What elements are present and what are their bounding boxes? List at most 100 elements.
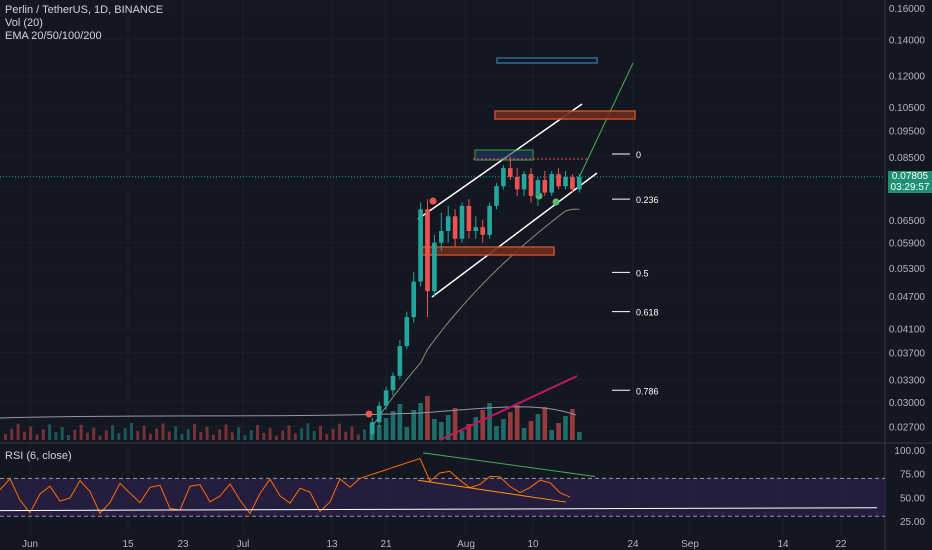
- price-tick-label: 0.05900: [889, 239, 926, 250]
- time-tick-label: 23: [177, 539, 189, 550]
- ema-line: [371, 208, 580, 427]
- volume-bar: [237, 427, 241, 440]
- signal-dot: [552, 198, 560, 206]
- volume-bar: [528, 421, 534, 440]
- volume-bar: [16, 423, 20, 440]
- volume-bar: [542, 407, 548, 440]
- rsi-divergence-line: [422, 452, 596, 478]
- candle-body: [473, 227, 479, 232]
- volume-bar: [249, 430, 253, 440]
- volume-bar: [142, 425, 146, 440]
- time-tick-label: 14: [777, 539, 789, 550]
- volume-bar: [319, 426, 322, 440]
- volume-bars: [4, 396, 582, 440]
- volume-trendline: [439, 375, 578, 441]
- ema-legend[interactable]: EMA 20/50/100/200: [5, 30, 102, 42]
- volume-bar: [556, 423, 561, 440]
- candle-body: [459, 205, 465, 239]
- price-axis: 0.16000 0.14000 0.12000 0.10500 0.09500 0.085…: [22, 4, 925, 550]
- time-tick-label: Jun: [22, 539, 38, 550]
- volume-bar: [418, 403, 423, 440]
- time-tick-label: 10: [527, 539, 539, 550]
- volume-bar: [243, 435, 247, 440]
- volume-bar: [92, 427, 96, 440]
- volume-bar: [98, 435, 102, 440]
- candle-body: [390, 375, 396, 391]
- volume-bar: [161, 423, 165, 440]
- volume-bar: [60, 427, 64, 440]
- rsi-line: [0, 457, 571, 515]
- volume-bar: [404, 427, 410, 440]
- volume-bar: [287, 425, 291, 440]
- volume-bar: [274, 435, 278, 440]
- volume-bar: [312, 431, 316, 440]
- volume-bar: [325, 433, 329, 440]
- price-tick-label: 0.05300: [889, 264, 926, 275]
- volume-bar: [344, 431, 348, 440]
- rsi-title[interactable]: RSI (6, close): [5, 450, 72, 462]
- bar-countdown: 03:29:57: [890, 182, 930, 193]
- volume-bar: [48, 424, 52, 440]
- price-tick-label: 0.08500: [889, 153, 926, 164]
- candlestick-series: [370, 156, 582, 437]
- candle-body: [452, 216, 458, 239]
- signal-dot: [429, 197, 437, 205]
- price-tick-label: 0.03000: [889, 398, 926, 409]
- candle-body: [528, 174, 534, 196]
- volume-bar: [224, 424, 228, 440]
- candle-body: [404, 317, 410, 347]
- price-tick-label: 0.03700: [889, 348, 926, 359]
- volume-bar: [35, 434, 39, 440]
- volume-bar: [350, 426, 354, 440]
- candle-body: [480, 227, 485, 235]
- volume-bar: [199, 431, 203, 440]
- candle-body: [383, 390, 389, 406]
- candle-body: [445, 216, 451, 232]
- fib-level-label: 0.5: [636, 268, 649, 278]
- candle-body: [370, 422, 375, 434]
- time-tick-label: 22: [835, 539, 847, 550]
- consolidation-zone: [474, 149, 534, 161]
- volume-bar: [117, 433, 121, 440]
- volume-bar: [480, 410, 485, 440]
- volume-bar: [452, 408, 458, 440]
- volume-bar: [41, 429, 45, 440]
- volume-bar: [535, 414, 541, 440]
- symbol-title[interactable]: Perlin / TetherUS, 1D, BINANCE: [5, 4, 164, 16]
- fib-level-label: 0.786: [636, 386, 659, 396]
- volume-bar: [306, 423, 310, 440]
- volume-bar: [167, 431, 171, 440]
- volume-bar: [577, 432, 582, 440]
- price-tick-label: 0.04700: [889, 292, 926, 303]
- volume-bar: [390, 411, 396, 440]
- volume-bar: [331, 428, 335, 440]
- volume-bar: [356, 434, 360, 440]
- volume-bar: [563, 416, 568, 440]
- candle-body: [411, 281, 416, 318]
- candle-body: [535, 180, 541, 196]
- last-price-value: 0.07805: [891, 171, 929, 182]
- candle-body: [549, 174, 554, 193]
- drawing-objects: 0 0.236 0.5 0.618 0.786: [0, 57, 885, 441]
- volume-bar: [4, 434, 7, 440]
- candle-body: [501, 168, 506, 187]
- time-tick-label: 21: [380, 539, 392, 550]
- volume-bar: [22, 431, 26, 440]
- candle-body: [466, 205, 472, 232]
- time-tick-label: Sep: [681, 539, 699, 550]
- rsi-long-trendline: [0, 507, 878, 512]
- rsi-tick-label: 75.00: [900, 470, 925, 481]
- volume-bar: [218, 429, 222, 440]
- signal-dot: [365, 410, 373, 418]
- volume-bar: [79, 424, 83, 440]
- time-tick-label: 15: [122, 539, 134, 550]
- volume-bar: [67, 435, 70, 440]
- price-tick-label: 0.10500: [889, 103, 926, 114]
- rsi-tick-label: 100.00: [894, 446, 925, 457]
- volume-bar: [111, 425, 115, 440]
- volume-bar: [411, 410, 416, 440]
- fib-level-label: 0.236: [636, 195, 659, 205]
- volume-legend[interactable]: Vol (20): [5, 17, 43, 29]
